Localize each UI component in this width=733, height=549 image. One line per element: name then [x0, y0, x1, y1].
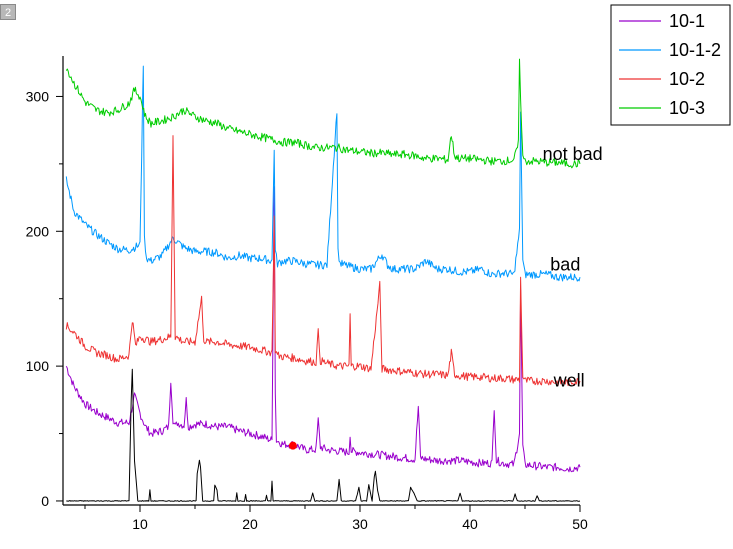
legend-label: 10-1 — [669, 11, 705, 31]
highlight-marker — [288, 441, 297, 450]
series-line-reference — [66, 368, 581, 502]
legend-box — [610, 4, 731, 126]
legend-label: 10-3 — [669, 98, 705, 118]
series-line-10-1 — [65, 186, 581, 473]
x-tick-label: 30 — [352, 516, 368, 532]
legend: 10-1 10-1-2 10-2 10-3 — [610, 4, 731, 126]
axes-layer: 10 20 30 40 50 0 100 200 300 — [26, 56, 588, 532]
legend-label: 10-2 — [669, 69, 705, 89]
annotation-label: not bad — [543, 144, 603, 164]
annotation-label: well — [553, 370, 585, 390]
series-line-10-1-2 — [65, 65, 581, 282]
y-tick-label: 300 — [26, 88, 50, 104]
layer-badge[interactable]: 2 — [0, 4, 16, 20]
x-tick-label: 10 — [132, 516, 148, 532]
y-tick-label: 100 — [26, 358, 50, 374]
series-line-10-3 — [65, 58, 581, 169]
series-layer — [65, 58, 581, 502]
x-tick-label: 20 — [242, 516, 258, 532]
x-tick-label: 40 — [462, 516, 478, 532]
x-tick-label: 50 — [572, 516, 588, 532]
y-tick-label: 200 — [26, 223, 50, 239]
annotation-label: bad — [550, 254, 580, 274]
series-line-10-2 — [65, 135, 581, 387]
annotations-layer: not bad bad well — [543, 144, 603, 391]
legend-label: 10-1-2 — [669, 40, 721, 60]
y-tick-label: 0 — [41, 493, 49, 509]
